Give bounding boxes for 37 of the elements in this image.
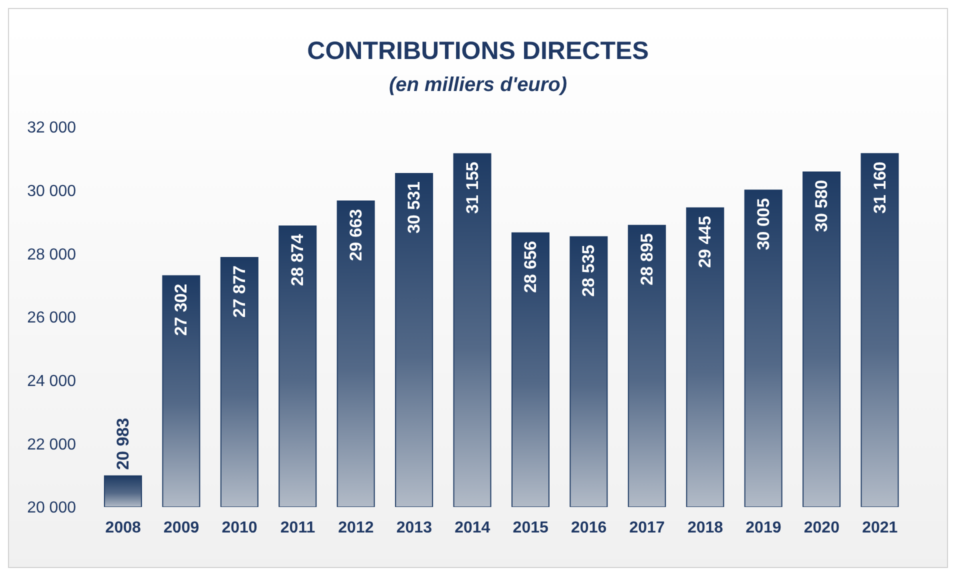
y-tick-label: 26 000 <box>27 310 76 327</box>
x-tick-label: 2011 <box>280 519 316 536</box>
x-tick-label: 2021 <box>862 519 898 536</box>
y-tick-label: 20 000 <box>27 500 76 517</box>
x-tick-label: 2012 <box>338 519 374 536</box>
data-label: 30 580 <box>812 180 832 232</box>
y-tick-label: 28 000 <box>27 246 76 264</box>
y-tick-label: 22 000 <box>27 436 76 454</box>
data-label: 27 302 <box>172 284 191 336</box>
data-label: 20 983 <box>113 418 132 470</box>
y-tick-label: 24 000 <box>27 373 76 390</box>
x-tick-label: 2019 <box>746 519 782 536</box>
chart-title: CONTRIBUTIONS DIRECTES <box>306 36 650 66</box>
data-label: 30 005 <box>754 198 773 250</box>
x-tick-label: 2020 <box>804 519 840 536</box>
data-label: 28 535 <box>579 244 598 297</box>
data-label: 28 656 <box>520 240 540 293</box>
x-tick-label: 2014 <box>454 519 490 536</box>
x-tick-label: 2015 <box>512 519 549 536</box>
x-tick-label: 2013 <box>396 519 432 536</box>
data-label: 27 877 <box>230 266 249 318</box>
data-label: 29 445 <box>696 216 715 268</box>
data-label: 31 155 <box>462 162 482 214</box>
y-tick-label: 32 000 <box>27 120 76 137</box>
x-tick-label: 2009 <box>164 519 200 536</box>
data-label: 30 531 <box>404 182 424 234</box>
x-tick-label: 2010 <box>222 519 258 536</box>
y-tick-label: 30 000 <box>27 183 76 200</box>
data-label: 29 663 <box>346 209 366 262</box>
data-label: 31 160 <box>870 162 890 214</box>
x-tick-label: 2008 <box>105 519 142 536</box>
data-label: 28 895 <box>637 233 656 286</box>
data-label: 28 874 <box>288 233 308 286</box>
x-tick-label: 2016 <box>571 519 607 536</box>
chart-subtitle: (en milliers d'euro) <box>388 74 568 97</box>
x-tick-label: 2018 <box>687 519 724 536</box>
x-tick-label: 2017 <box>629 519 665 536</box>
